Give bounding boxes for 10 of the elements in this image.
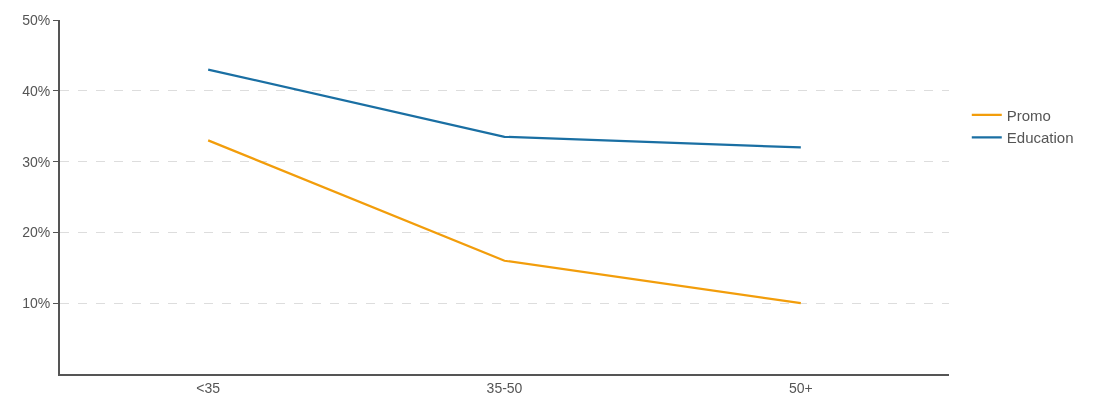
legend-label: Promo xyxy=(1006,106,1051,124)
x-tick-label: 50+ xyxy=(788,379,813,396)
x-tick-label: 35-50 xyxy=(486,379,523,396)
y-tick-label: 20% xyxy=(22,224,51,241)
y-tick-label: 10% xyxy=(22,295,51,312)
x-tick-label: <35 xyxy=(196,379,221,396)
legend-label: Education xyxy=(1006,129,1074,147)
y-tick-label: 30% xyxy=(22,153,51,170)
y-tick-label: 50% xyxy=(22,11,51,28)
y-tick-label: 40% xyxy=(22,82,51,99)
